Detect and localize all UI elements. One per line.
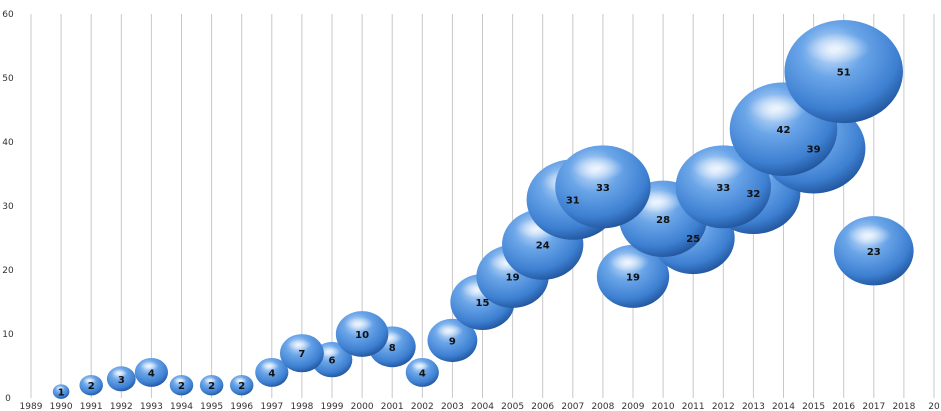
x-tick-label: 2012 — [712, 402, 735, 411]
bubble-highlight — [318, 346, 342, 357]
data-label: 15 — [476, 298, 490, 309]
x-tick-label: 2010 — [652, 402, 675, 411]
x-tick-label: 2006 — [531, 402, 554, 411]
x-tick-label: 2011 — [682, 402, 705, 411]
x-tick-label: 2016 — [832, 402, 855, 411]
x-tick-label: 2002 — [411, 402, 434, 411]
y-tick-label: 40 — [2, 138, 14, 148]
data-label: 7 — [298, 349, 305, 360]
data-label: 31 — [566, 196, 580, 207]
bubble-highlight — [83, 377, 97, 384]
data-label: 51 — [837, 68, 851, 79]
data-label: 4 — [268, 368, 275, 379]
bubble-highlight — [261, 361, 280, 371]
y-tick-label: 60 — [2, 10, 14, 20]
data-label: 28 — [656, 215, 670, 226]
data-label: 33 — [716, 183, 730, 194]
y-tick-label: 10 — [2, 330, 14, 340]
data-label: 24 — [536, 240, 550, 251]
bubble-highlight — [234, 377, 247, 384]
x-tick-label: 1995 — [200, 402, 223, 411]
x-tick-label: 2018 — [892, 402, 915, 411]
x-tick-label: 1989 — [20, 402, 43, 411]
x-tick-label: 2004 — [471, 402, 494, 411]
x-tick-label: 2017 — [862, 402, 885, 411]
data-label: 32 — [746, 189, 760, 200]
x-tick-label: 1997 — [260, 402, 283, 411]
bubble-highlight — [805, 32, 871, 64]
data-label: 19 — [626, 272, 640, 283]
bubble-highlight — [847, 224, 892, 246]
data-label: 1 — [58, 388, 65, 399]
x-tick-label: 1994 — [170, 402, 193, 411]
data-label: 33 — [596, 183, 610, 194]
data-label: 19 — [506, 272, 520, 283]
axes: 1989 1990 1991 1992 1993 1994 1995 1996 1997 1998… — [2, 10, 940, 411]
data-label: 23 — [867, 247, 881, 258]
bubble-highlight — [173, 377, 187, 384]
y-tick-label: 30 — [2, 202, 14, 212]
bubbles — [52, 20, 914, 399]
y-tick-label: 50 — [2, 74, 14, 84]
x-tick-label: 1990 — [50, 402, 73, 411]
data-label: 4 — [148, 368, 155, 379]
bubble-highlight — [411, 361, 430, 371]
x-tick-label: 20 — [928, 402, 940, 411]
data-label: 8 — [389, 343, 396, 354]
x-tick-label: 2014 — [772, 402, 795, 411]
bubble-highlight — [571, 155, 625, 181]
data-label: 2 — [88, 381, 95, 392]
data-label: 9 — [449, 336, 456, 347]
data-label: 2 — [238, 381, 245, 392]
x-tick-label: 2007 — [561, 402, 584, 411]
x-tick-label: 2000 — [351, 402, 374, 411]
x-tick-label: 2005 — [501, 402, 524, 411]
x-tick-label: 1992 — [110, 402, 133, 411]
data-label: 25 — [686, 234, 700, 245]
data-label: 2 — [178, 381, 185, 392]
y-tick-label: 0 — [5, 394, 11, 404]
bubble-highlight — [692, 155, 745, 181]
data-label: 10 — [355, 330, 369, 341]
bubble-highlight — [748, 94, 808, 123]
bubble-highlight — [111, 369, 128, 377]
bubble-highlight — [203, 377, 217, 384]
x-tick-label: 1999 — [321, 402, 344, 411]
x-tick-label: 2003 — [441, 402, 464, 411]
x-tick-label: 1991 — [80, 402, 103, 411]
bubble-highlight — [609, 252, 650, 272]
bubble-highlight — [55, 386, 65, 391]
x-tick-label: 1998 — [290, 402, 313, 411]
x-tick-label: 2001 — [381, 402, 404, 411]
x-tick-label: 1993 — [140, 402, 163, 411]
data-label: 2 — [208, 381, 215, 392]
data-label: 4 — [419, 368, 426, 379]
data-label: 42 — [777, 125, 791, 136]
x-tick-label: 2008 — [591, 402, 614, 411]
y-tick-label: 20 — [2, 266, 14, 276]
x-tick-label: 1996 — [230, 402, 253, 411]
data-label: 39 — [807, 144, 821, 155]
bubble-highlight — [345, 316, 374, 331]
x-tick-label: 2015 — [802, 402, 825, 411]
bubble-highlight — [287, 338, 312, 351]
x-tick-label: 2013 — [742, 402, 765, 411]
data-label: 6 — [329, 356, 336, 367]
bubble-highlight — [436, 324, 464, 338]
bubble-highlight — [140, 361, 159, 371]
data-label: 3 — [118, 375, 125, 386]
x-tick-label: 2009 — [622, 402, 645, 411]
